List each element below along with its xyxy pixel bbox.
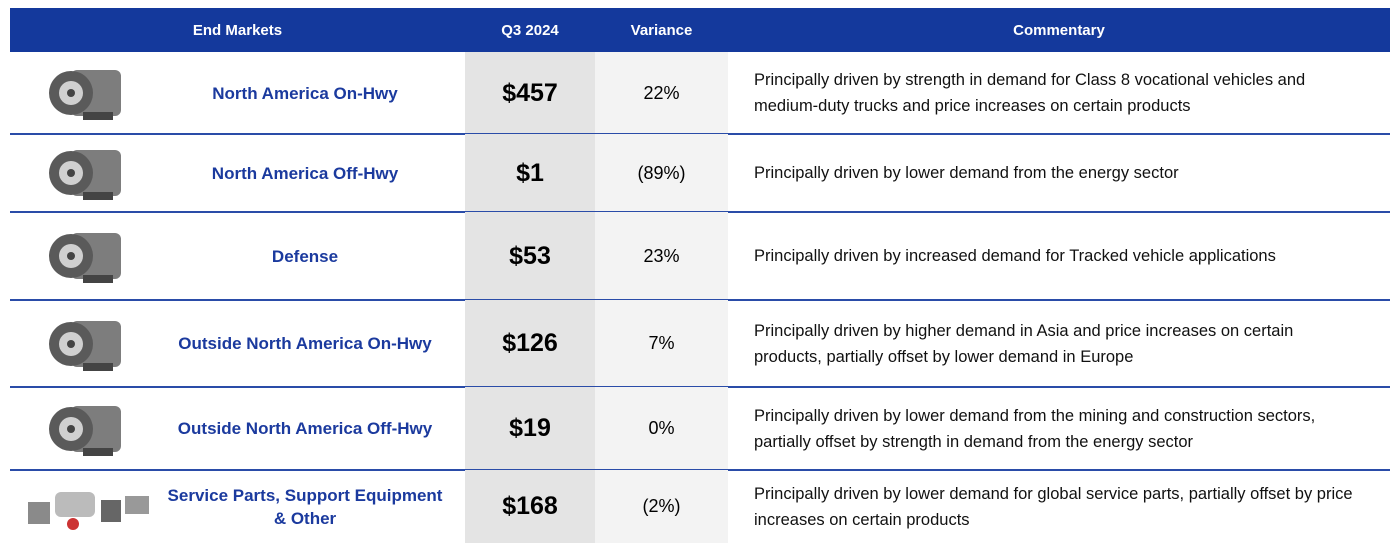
product-icon <box>20 478 155 535</box>
product-icon <box>20 220 155 292</box>
end-market: Defense <box>155 212 455 300</box>
q3-value: $457 <box>465 52 595 134</box>
end-market: Outside North America On-Hwy <box>155 300 455 387</box>
variance: (2%) <box>595 470 728 543</box>
product-icon <box>20 60 155 126</box>
q3-value: $1 <box>465 134 595 212</box>
commentary: Principally driven by strength in demand… <box>728 52 1390 134</box>
commentary: Principally driven by higher demand in A… <box>728 300 1390 387</box>
header-cell: Variance <box>595 8 728 52</box>
product-icon <box>20 308 155 379</box>
commentary: Principally driven by lower demand from … <box>728 387 1390 470</box>
variance: 7% <box>595 300 728 387</box>
page: End MarketsQ3 2024VarianceCommentary Nort… <box>0 0 1390 543</box>
commentary: Principally driven by lower demand for g… <box>728 470 1390 543</box>
variance: 23% <box>595 212 728 300</box>
icon <box>43 142 133 204</box>
product-icon <box>20 142 155 204</box>
product-icon <box>20 395 155 462</box>
variance: 22% <box>595 52 728 134</box>
end-market: Outside North America Off-Hwy <box>155 387 455 470</box>
icon <box>43 313 133 375</box>
header-cell: Q3 2024 <box>465 8 595 52</box>
commentary: Principally driven by lower demand from … <box>728 134 1390 212</box>
q3-value: $126 <box>465 300 595 387</box>
end-market: Service Parts, Support Equipment & Other <box>155 470 455 543</box>
commentary: Principally driven by increased demand f… <box>728 212 1390 300</box>
icon <box>23 482 153 532</box>
variance: 0% <box>595 387 728 470</box>
icon <box>43 398 133 460</box>
icon <box>43 225 133 287</box>
q3-value: $19 <box>465 387 595 470</box>
end-market: North America On-Hwy <box>155 52 455 134</box>
q3-value: $168 <box>465 470 595 543</box>
q3-value: $53 <box>465 212 595 300</box>
header-cell: Commentary <box>728 8 1390 52</box>
end-market: North America Off-Hwy <box>155 134 455 212</box>
header-cell: End Markets <box>10 8 465 52</box>
variance: (89%) <box>595 134 728 212</box>
icon <box>43 62 133 124</box>
